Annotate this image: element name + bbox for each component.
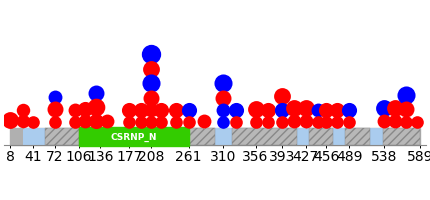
Point	[278, 120, 285, 124]
Bar	[309, 129, 332, 145]
Point	[278, 95, 285, 98]
Point	[265, 109, 272, 112]
Point	[220, 120, 227, 124]
Bar	[215, 129, 232, 145]
Point	[220, 96, 227, 100]
Point	[126, 109, 133, 112]
Point	[126, 120, 133, 124]
Point	[20, 109, 27, 112]
Point	[302, 120, 309, 123]
Point	[137, 109, 144, 112]
Point	[220, 82, 227, 85]
Bar	[10, 129, 420, 145]
Point	[147, 82, 154, 85]
Bar	[344, 129, 370, 145]
Point	[290, 107, 297, 110]
Point	[402, 94, 409, 97]
Point	[6, 119, 13, 122]
Point	[52, 108, 58, 112]
Point	[220, 109, 227, 112]
Bar	[188, 129, 215, 145]
Point	[92, 92, 99, 95]
Point	[147, 96, 154, 100]
Point	[172, 120, 179, 124]
Bar	[384, 129, 420, 145]
Point	[315, 120, 322, 124]
Point	[278, 109, 285, 112]
Point	[157, 120, 164, 124]
Point	[71, 109, 78, 112]
Bar	[79, 127, 188, 146]
Point	[290, 120, 297, 123]
Point	[346, 120, 353, 124]
Point	[92, 120, 99, 123]
Point	[323, 109, 330, 112]
Point	[147, 53, 154, 56]
Point	[414, 120, 421, 124]
Point	[265, 120, 272, 124]
Point	[52, 96, 58, 99]
Point	[157, 109, 164, 112]
Point	[82, 120, 89, 123]
Bar	[370, 129, 384, 145]
Point	[252, 120, 259, 124]
Point	[302, 107, 309, 110]
Bar	[332, 129, 344, 145]
Bar	[23, 129, 45, 145]
Text: CSRNP_N: CSRNP_N	[111, 132, 157, 141]
Point	[30, 120, 37, 124]
Point	[315, 109, 322, 112]
Point	[381, 107, 387, 110]
Point	[92, 106, 99, 109]
Point	[103, 120, 110, 123]
Point	[147, 109, 154, 112]
Point	[334, 120, 341, 124]
Point	[52, 120, 58, 124]
Point	[232, 120, 239, 124]
Point	[402, 108, 409, 112]
Point	[323, 120, 330, 124]
Bar	[297, 129, 309, 145]
Point	[147, 120, 154, 124]
Point	[334, 109, 341, 112]
Bar	[45, 129, 79, 145]
Point	[402, 120, 409, 124]
Point	[185, 109, 192, 112]
Point	[71, 120, 78, 124]
Point	[185, 120, 192, 124]
Point	[20, 120, 27, 123]
Point	[201, 120, 208, 123]
Point	[137, 120, 144, 124]
Point	[147, 68, 154, 71]
Point	[381, 120, 387, 123]
Point	[392, 120, 399, 123]
Point	[82, 108, 89, 111]
Point	[232, 109, 239, 112]
Point	[252, 108, 259, 111]
Point	[346, 109, 353, 112]
Point	[392, 107, 399, 110]
Bar	[232, 129, 297, 145]
Point	[172, 109, 179, 112]
